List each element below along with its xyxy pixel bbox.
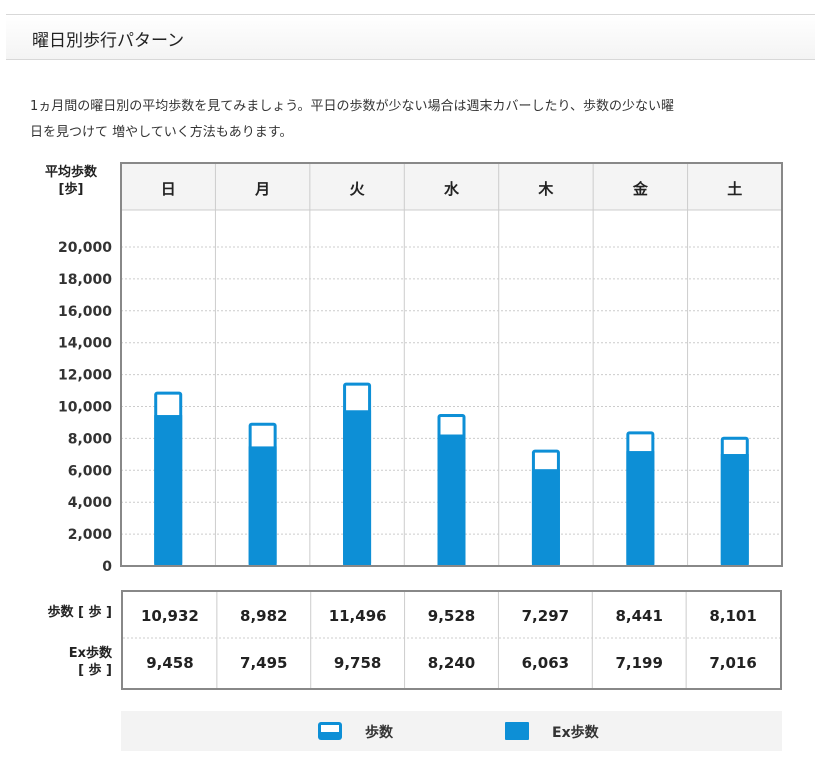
bar-ex-steps (720, 454, 749, 566)
table-cell-steps: 9,528 (428, 607, 475, 625)
legend-label-steps: 歩数 (365, 725, 393, 741)
table-cell-ex-steps: 6,063 (522, 654, 569, 672)
bar-ex-steps (343, 410, 372, 566)
y-tick-label: 2,000 (68, 527, 113, 543)
section-title: 曜日別歩行パターン (32, 31, 185, 51)
y-tick-label: 20,000 (58, 240, 112, 256)
table-row-label-ex-steps-title: Ex歩数 (68, 646, 112, 661)
chart-header-row (121, 163, 782, 210)
x-category-label: 火 (350, 180, 366, 198)
x-category-label: 月 (254, 180, 270, 198)
table-cell-ex-steps: 9,458 (146, 654, 193, 672)
table-row-label-ex-steps-unit: [ 歩 ] (78, 663, 112, 678)
bar-steps-cap (157, 394, 180, 416)
y-tick-label: 6,000 (68, 463, 113, 479)
y-tick-label: 10,000 (58, 400, 112, 416)
table-cell-steps: 8,101 (709, 607, 756, 625)
description-line-1: 1ヵ月間の曜日別の平均歩数を見てみましょう。平日の歩数が少ない場合は週末カバーし… (30, 99, 674, 114)
y-axis-label: 平均歩数 [歩] (30, 164, 112, 198)
y-tick-label: 18,000 (58, 272, 112, 288)
x-category-label: 水 (444, 180, 460, 198)
y-tick-label: 8,000 (68, 431, 113, 447)
y-tick-label: 14,000 (58, 336, 112, 352)
bar-steps-cap (723, 439, 746, 455)
bar-ex-steps (248, 446, 277, 566)
bar-ex-steps (437, 434, 466, 566)
legend-swatch-ex-steps (505, 722, 529, 740)
chart-frame (120, 162, 783, 567)
y-tick-label: 16,000 (58, 304, 112, 320)
x-category-label: 金 (632, 180, 649, 198)
y-axis-label-unit: [歩] (58, 182, 84, 197)
bar-steps-cap (629, 434, 652, 452)
table-cell-steps: 10,932 (141, 607, 199, 625)
table-cell-ex-steps: 8,240 (428, 654, 475, 672)
table-cell-steps: 8,441 (615, 607, 662, 625)
table-cell-ex-steps: 9,758 (334, 654, 381, 672)
bar-steps-cap (346, 385, 369, 411)
legend-label-ex-steps: Ex歩数 (552, 725, 599, 741)
y-tick-label: 12,000 (58, 368, 112, 384)
table-row-label-ex-steps: Ex歩数 [ 歩 ] (30, 645, 112, 679)
table-cell-steps: 8,982 (240, 607, 287, 625)
table-cell-steps: 7,297 (522, 607, 569, 625)
table-row-label-steps: 歩数 [ 歩 ] (47, 605, 112, 620)
bar-ex-steps (531, 469, 560, 566)
x-category-label: 木 (537, 180, 554, 198)
x-category-label: 土 (727, 180, 742, 198)
bar-chart: 20,000 18,000 16,000 14,000 12,000 10,000 8,00… (58, 162, 783, 575)
bar-steps-cap (534, 452, 557, 470)
legend-swatch-steps (318, 722, 342, 740)
table-cell-ex-steps: 7,016 (709, 654, 756, 672)
data-table-grid: 10,932 8,982 11,496 9,528 7,297 8,441 8,101 9,4… (123, 592, 780, 688)
y-tick-label: 0 (102, 559, 112, 575)
legend: 歩数 Ex歩数 (121, 711, 782, 751)
table-cell-ex-steps: 7,199 (615, 654, 662, 672)
table-cell-ex-steps: 7,495 (240, 654, 287, 672)
y-tick-label: 4,000 (68, 495, 113, 511)
bar-steps-cap (251, 425, 274, 447)
data-table: 10,932 8,982 11,496 9,528 7,297 8,441 8,101 9,4… (121, 590, 782, 690)
description: 1ヵ月間の曜日別の平均歩数を見てみましょう。平日の歩数が少ない場合は週末カバーし… (30, 94, 800, 146)
y-axis-label-title: 平均歩数 (44, 165, 97, 180)
bar-ex-steps (154, 415, 183, 566)
bar-ex-steps (626, 451, 655, 566)
table-cell-steps: 11,496 (329, 607, 387, 625)
legend-swatches (318, 722, 529, 740)
description-line-2: 日を見つけて 増やしていく方法もあります。 (30, 125, 293, 140)
x-category-label: 日 (161, 180, 176, 198)
bar-steps-cap (440, 417, 463, 435)
section-header: 曜日別歩行パターン (6, 14, 815, 60)
